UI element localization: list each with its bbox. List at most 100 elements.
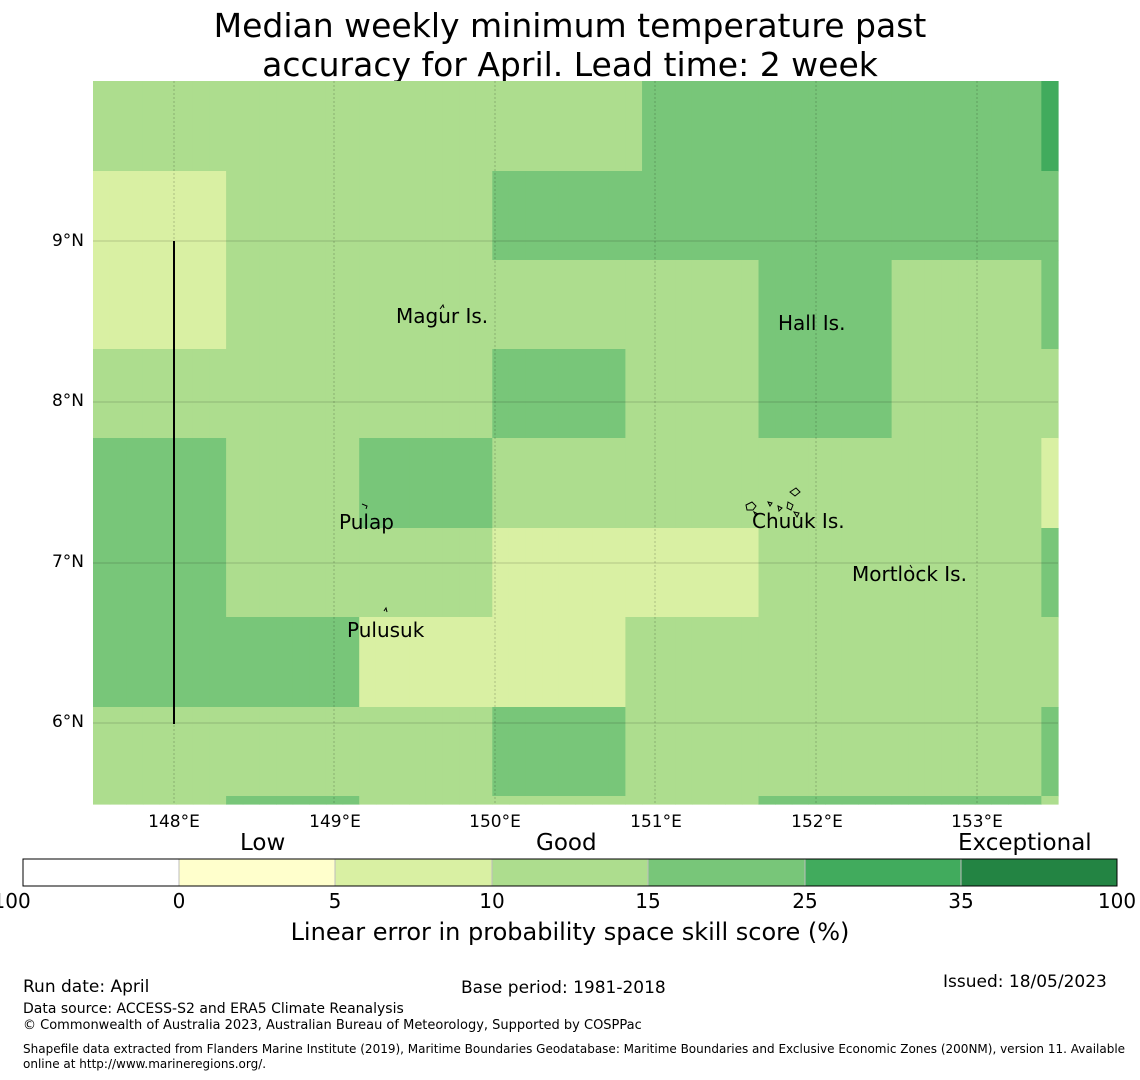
skill-cell	[109, 171, 127, 261]
skill-cell	[858, 438, 876, 529]
skill-cell	[675, 438, 693, 529]
colorbar-swatch	[804, 858, 962, 887]
skill-cell	[492, 796, 510, 805]
map-title: Median weekly minimum temperature past a…	[0, 6, 1140, 84]
skill-cell	[908, 617, 926, 708]
footer-shapefile-line-2: online at http://www.marineregions.org/.	[23, 1057, 267, 1071]
skill-cell	[425, 81, 443, 172]
skill-cell	[825, 796, 843, 805]
skill-cell	[525, 349, 543, 439]
skill-cell	[991, 707, 1009, 797]
skill-cell	[775, 528, 793, 618]
skill-cell	[126, 796, 144, 805]
lon-label-150e: 150°E	[469, 812, 521, 832]
skill-cell	[808, 171, 826, 261]
skill-cell	[775, 707, 793, 797]
skill-cell	[475, 81, 493, 172]
skill-cell	[958, 796, 976, 805]
skill-cell	[159, 349, 177, 439]
skill-cell	[558, 260, 577, 350]
skill-cell	[542, 81, 560, 172]
skill-cell	[359, 171, 377, 261]
lat-label-6n: 6°N	[51, 712, 84, 732]
place-label-chuuk: Chuuk Is.	[752, 509, 845, 533]
skill-cell	[958, 617, 976, 708]
skill-cell	[375, 171, 394, 261]
skill-cell	[325, 438, 344, 529]
chuuk-island-shape-5	[789, 487, 801, 497]
skill-cell	[375, 617, 394, 708]
skill-cell	[342, 81, 360, 172]
skill-cell	[1008, 349, 1026, 439]
skill-cell	[592, 438, 610, 529]
skill-cell	[1024, 796, 1042, 805]
skill-cell	[192, 796, 211, 805]
skill-cell	[93, 81, 111, 172]
skill-cell	[808, 528, 826, 618]
skill-cell	[242, 796, 260, 805]
skill-cell	[392, 260, 410, 350]
skill-cell	[276, 349, 294, 439]
skill-cell	[974, 528, 993, 618]
skill-cell	[176, 528, 194, 618]
skill-cell	[126, 260, 144, 350]
skill-cell	[226, 260, 244, 350]
skill-cell	[109, 81, 127, 172]
magur-island-shape	[439, 303, 445, 310]
skill-cell	[142, 528, 161, 618]
skill-cell	[791, 349, 810, 439]
skill-cell	[242, 707, 260, 797]
skill-cell	[309, 438, 327, 529]
skill-cell	[858, 796, 876, 805]
skill-cell	[1024, 707, 1042, 797]
skill-cell	[958, 707, 976, 797]
skill-cell	[442, 81, 460, 172]
colorbar-header-exceptional: Exceptional	[958, 830, 1092, 856]
lat-label-9n: 9°N	[51, 231, 84, 251]
skill-cell	[525, 438, 543, 529]
skill-cell	[908, 707, 926, 797]
skill-cell	[908, 349, 926, 439]
skill-cell	[309, 796, 327, 805]
skill-cell	[941, 349, 959, 439]
skill-cell	[775, 81, 793, 172]
skill-cell	[725, 349, 743, 439]
skill-cell	[375, 81, 394, 172]
skill-cell	[958, 171, 976, 261]
skill-cell	[159, 796, 177, 805]
skill-cell	[808, 260, 826, 350]
skill-cell	[242, 171, 260, 261]
colorbar	[22, 858, 1118, 887]
place-label-mortlock: Mortlock Is.	[852, 562, 967, 586]
footer-copyright: © Commonwealth of Australia 2023, Austra…	[23, 1018, 642, 1033]
skill-cell	[359, 438, 377, 529]
skill-cell	[658, 171, 676, 261]
skill-cell	[941, 528, 959, 618]
skill-cell	[425, 260, 443, 350]
skill-cell	[1024, 617, 1042, 708]
skill-cell	[958, 349, 976, 439]
skill-cell	[142, 260, 161, 350]
skill-cell	[525, 796, 543, 805]
skill-cell	[309, 260, 327, 350]
skill-cell	[825, 707, 843, 797]
skill-cell	[126, 707, 144, 797]
skill-cell	[841, 171, 859, 261]
skill-cell	[974, 707, 993, 797]
skill-cell	[808, 349, 826, 439]
skill-cell	[192, 81, 211, 172]
skill-cell	[375, 528, 394, 618]
skill-cell	[691, 260, 710, 350]
skill-cell	[592, 796, 610, 805]
footer-issued: Issued: 18/05/2023	[943, 972, 1107, 992]
skill-cell	[642, 707, 660, 797]
skill-cell	[575, 349, 593, 439]
skill-cell	[708, 171, 726, 261]
skill-cell	[891, 438, 909, 529]
skill-cell	[409, 438, 427, 529]
skill-cell	[791, 171, 810, 261]
skill-cell	[758, 349, 776, 439]
skill-cell	[691, 617, 710, 708]
skill-cell	[675, 171, 693, 261]
skill-cell	[841, 260, 859, 350]
